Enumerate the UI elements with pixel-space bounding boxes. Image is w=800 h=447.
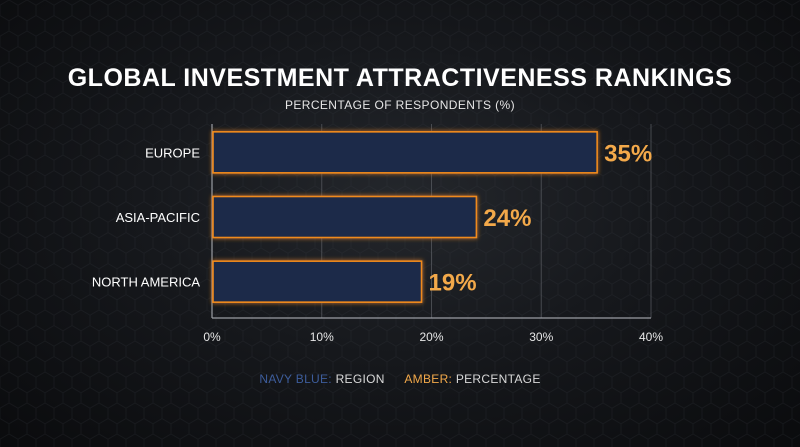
legend-item-region: NAVY BLUE: REGION (259, 372, 388, 386)
x-tick-label: 10% (310, 330, 334, 344)
x-tick-label: 20% (419, 330, 443, 344)
legend-item-percentage: AMBER: PERCENTAGE (404, 372, 540, 386)
legend-value-percentage: PERCENTAGE (455, 372, 541, 386)
value-label: 19% (429, 270, 477, 297)
value-label: 24% (483, 205, 531, 232)
bar (212, 195, 478, 239)
x-tick-label: 30% (529, 330, 553, 344)
x-tick-label: 0% (203, 330, 221, 344)
bar (212, 131, 598, 174)
value-label: 35% (604, 140, 652, 167)
legend-key-navy: NAVY BLUE: (259, 372, 332, 386)
legend-key-amber: AMBER: (404, 372, 453, 386)
category-label: EUROPE (145, 145, 200, 160)
legend: NAVY BLUE: REGION AMBER: PERCENTAGE (0, 372, 800, 386)
chart-subtitle: PERCENTAGE OF RESPONDENTS (%) (284, 98, 516, 112)
category-label: ASIA-PACIFIC (116, 210, 200, 225)
category-label: NORTH AMERICA (92, 275, 200, 290)
legend-value-region: REGION (335, 372, 385, 386)
bar (212, 260, 423, 303)
chart-title: GLOBAL INVESTMENT ATTRACTIVENESS RANKING… (67, 64, 733, 92)
x-tick-label: 40% (639, 330, 663, 344)
